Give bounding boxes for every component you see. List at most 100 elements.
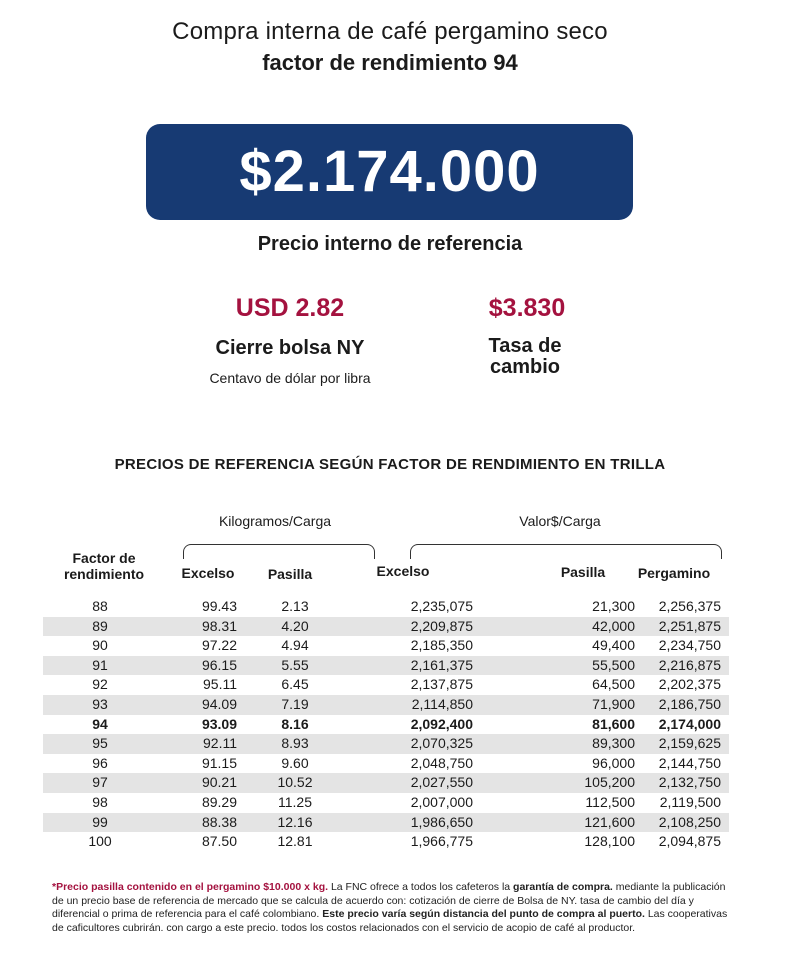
table-row: 89 98.31 4.20 2,209,875 42,000 2,251,875 bbox=[43, 616, 729, 637]
cell-pasilla-kg: 10.52 bbox=[277, 774, 313, 791]
cell-pasilla-value: 71,900 bbox=[592, 695, 635, 712]
cell-excelso-kg: 87.50 bbox=[201, 833, 237, 850]
cell-pergamino: 2,094,875 bbox=[658, 833, 721, 850]
cell-pasilla-value: 55,500 bbox=[592, 656, 635, 673]
cell-pergamino: 2,251,875 bbox=[658, 617, 721, 634]
cell-pasilla-kg: 7.19 bbox=[281, 695, 309, 712]
cell-excelso-kg: 92.11 bbox=[203, 735, 237, 752]
cell-factor: 97 bbox=[92, 774, 108, 791]
cell-pasilla-kg: 4.20 bbox=[281, 617, 309, 634]
cell-pergamino: 2,216,875 bbox=[658, 656, 721, 673]
exchange-rate-label-line-1: Tasa de bbox=[488, 335, 562, 357]
footnote-text-2: mediante la publicación de un precio bas… bbox=[52, 881, 726, 920]
cell-pergamino: 2,202,375 bbox=[658, 676, 721, 693]
table-row: 88 99.43 2.13 2,235,075 21,300 2,256,375 bbox=[43, 597, 729, 617]
cell-excelso-value: 2,161,375 bbox=[410, 656, 473, 673]
group-header-valor: Valor$/Carga bbox=[519, 513, 601, 529]
cell-pasilla-value: 21,300 bbox=[592, 598, 635, 614]
cell-excelso-value: 2,092,400 bbox=[410, 715, 473, 732]
cell-factor: 94 bbox=[92, 715, 108, 732]
group-bracket-kg bbox=[183, 544, 375, 559]
cell-excelso-value: 2,185,350 bbox=[410, 637, 473, 654]
cell-excelso-kg: 91.15 bbox=[201, 754, 237, 771]
main-price-label: Precio interno de referencia bbox=[257, 233, 523, 255]
cell-factor: 98 bbox=[92, 793, 108, 810]
cell-factor: 90 bbox=[92, 637, 108, 654]
cell-pasilla-kg: 8.16 bbox=[281, 715, 309, 732]
price-table-body: 88 99.43 2.13 2,235,075 21,300 2,256,375 89 98.… bbox=[43, 597, 729, 852]
title-line-1: Compra interna de café pergamino seco bbox=[172, 18, 608, 45]
footnote: *Precio pasilla contenido en el pergamin… bbox=[52, 881, 732, 935]
footnote-bold-2: Este precio varía según distancia del pu… bbox=[322, 908, 645, 920]
cell-pergamino: 2,186,750 bbox=[658, 695, 721, 712]
exchange-rate-label: Tasa de cambio bbox=[460, 336, 590, 378]
cell-factor: 100 bbox=[88, 833, 112, 850]
table-row: 91 96.15 5.55 2,161,375 55,500 2,216,875 bbox=[43, 655, 729, 676]
cell-pergamino: 2,108,250 bbox=[658, 813, 721, 830]
cell-pergamino: 2,144,750 bbox=[658, 754, 721, 771]
cell-pasilla-value: 64,500 bbox=[592, 676, 635, 693]
cell-pasilla-value: 42,000 bbox=[592, 617, 635, 634]
table-row: 90 97.22 4.94 2,185,350 49,400 2,234,750 bbox=[43, 636, 729, 656]
cell-excelso-kg: 89.29 bbox=[201, 793, 237, 810]
cell-pasilla-kg: 6.45 bbox=[281, 676, 309, 693]
cell-factor: 92 bbox=[92, 676, 108, 693]
group-header-kg: Kilogramos/Carga bbox=[218, 513, 332, 529]
cell-pergamino: 2,132,750 bbox=[658, 774, 721, 791]
cell-excelso-value: 2,027,550 bbox=[410, 774, 473, 791]
footnote-pasilla-price: *Precio pasilla contenido en el pergamin… bbox=[52, 881, 329, 893]
cell-factor: 96 bbox=[92, 754, 108, 771]
cell-pasilla-kg: 4.94 bbox=[281, 637, 309, 654]
exchange-rate-label-line-2: cambio bbox=[489, 356, 561, 378]
cell-pergamino: 2,174,000 bbox=[658, 715, 721, 732]
cell-pergamino: 2,159,625 bbox=[658, 735, 721, 752]
cell-pasilla-value: 128,100 bbox=[584, 833, 635, 850]
cell-pasilla-kg: 9.60 bbox=[281, 754, 309, 771]
column-header-excelso-value: Excelso bbox=[376, 563, 430, 579]
cell-pasilla-kg: 5.55 bbox=[281, 656, 309, 673]
cell-excelso-kg: 94.09 bbox=[201, 695, 237, 712]
column-header-pergamino: Pergamino bbox=[637, 565, 711, 581]
column-header-excelso-kg: Excelso bbox=[181, 565, 235, 581]
cell-excelso-kg: 88.38 bbox=[201, 813, 237, 830]
cell-pasilla-value: 89,300 bbox=[592, 735, 635, 752]
cell-pergamino: 2,119,500 bbox=[659, 793, 721, 810]
exchange-rate-value: $3.830 bbox=[488, 294, 566, 322]
table-row: 96 91.15 9.60 2,048,750 96,000 2,144,750 bbox=[43, 754, 729, 774]
cell-excelso-value: 2,137,875 bbox=[410, 676, 473, 693]
cell-pasilla-value: 121,600 bbox=[584, 813, 635, 830]
cell-excelso-kg: 98.31 bbox=[201, 617, 237, 634]
cell-pergamino: 2,234,750 bbox=[658, 637, 721, 654]
cell-excelso-value: 2,114,850 bbox=[411, 695, 473, 712]
cell-pasilla-kg: 8.93 bbox=[281, 735, 309, 752]
ny-close-value: USD 2.82 bbox=[235, 294, 345, 322]
main-price-box: $2.174.000 bbox=[146, 124, 633, 220]
footnote-bold-1: garantía de compra. bbox=[513, 881, 613, 893]
cell-excelso-value: 2,209,875 bbox=[410, 617, 473, 634]
table-row: 93 94.09 7.19 2,114,850 71,900 2,186,750 bbox=[43, 694, 729, 715]
footnote-text-3: Las cooperativas de caficultores cubrirá… bbox=[52, 908, 728, 934]
cell-factor: 89 bbox=[92, 617, 108, 634]
cell-excelso-value: 2,048,750 bbox=[410, 754, 473, 771]
cell-factor: 99 bbox=[92, 813, 108, 830]
cell-pasilla-value: 49,400 bbox=[592, 637, 635, 654]
table-row: 95 92.11 8.93 2,070,325 89,300 2,159,625 bbox=[43, 734, 729, 754]
cell-pergamino: 2,256,375 bbox=[658, 598, 721, 614]
cell-factor: 93 bbox=[92, 695, 108, 712]
ny-close-label: Cierre bolsa NY bbox=[215, 337, 365, 359]
table-row: 92 95.11 6.45 2,137,875 64,500 2,202,375 bbox=[43, 675, 729, 695]
cell-excelso-value: 2,007,000 bbox=[410, 793, 473, 810]
footnote-text-1: La FNC ofrece a todos los cafeteros la bbox=[328, 881, 514, 893]
cell-pasilla-value: 96,000 bbox=[592, 754, 635, 771]
cell-pasilla-value: 105,200 bbox=[584, 774, 635, 791]
table-row: 98 89.29 11.25 2,007,000 112,500 2,119,500 bbox=[43, 793, 729, 813]
cell-excelso-value: 1,986,650 bbox=[410, 813, 473, 830]
table-row: 97 90.21 10.52 2,027,550 105,200 2,132,750 bbox=[43, 773, 729, 793]
cell-excelso-kg: 93.09 bbox=[201, 715, 237, 732]
cell-excelso-kg: 99.43 bbox=[201, 598, 237, 614]
cell-pasilla-kg: 11.25 bbox=[278, 793, 312, 810]
table-row: 94 93.09 8.16 2,092,400 81,600 2,174,000 bbox=[43, 715, 729, 735]
cell-excelso-kg: 97.22 bbox=[201, 637, 237, 654]
cell-excelso-kg: 90.21 bbox=[201, 774, 237, 791]
cell-pasilla-value: 81,600 bbox=[592, 715, 635, 732]
